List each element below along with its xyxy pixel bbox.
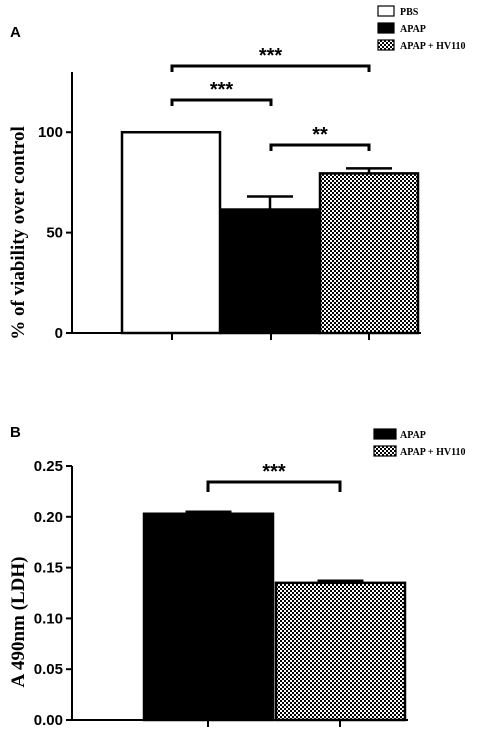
legend-label-a-2: APAP [400, 24, 426, 35]
panel-letter-a: A [10, 24, 21, 41]
y-axis-label-b: A 490nm (LDH) [8, 557, 29, 688]
significance-label-a-2: *** [210, 79, 234, 101]
bar-a-2 [219, 208, 321, 335]
legend-swatch-a-3 [377, 39, 395, 51]
y-tick-label-b: 0.20 [34, 509, 63, 526]
y-axis-label-a: % of viability over control [8, 126, 29, 340]
panel-letter-b: B [10, 424, 21, 441]
significance-bracket-b-1 [206, 480, 342, 492]
bar-b-1 [142, 512, 275, 722]
y-tick-label-b: 0.25 [34, 458, 63, 475]
y-tick-label-b: 0.05 [34, 661, 63, 678]
y-tick-label-a: 50 [46, 225, 63, 242]
significance-bracket-a-3 [269, 143, 371, 151]
legend-swatch-b-2 [373, 445, 397, 457]
significance-bracket-a-1 [170, 64, 371, 72]
legend-swatch-a-2 [377, 22, 395, 34]
y-tick-label-b: 0.00 [34, 712, 63, 729]
y-tick-label-a: 0 [55, 325, 63, 342]
chart-panel-b: B A 490nm (LDH) 0.00 0.05 0.10 0.15 0.20 0.25… [8, 424, 466, 729]
significance-label-a-1: *** [259, 45, 283, 67]
legend-label-a-1: PBS [400, 7, 419, 18]
significance-bracket-a-2 [170, 98, 273, 106]
significance-label-a-3: ** [312, 124, 328, 146]
legend-swatch-b-1 [373, 428, 397, 440]
legend-label-a-3: APAP + HV110 [400, 41, 466, 52]
legend-swatch-a-1 [377, 5, 395, 17]
y-tick-label-a: 100 [38, 124, 63, 141]
y-tick-label-b: 0.10 [34, 610, 63, 627]
significance-label-b-1: *** [262, 461, 286, 483]
bar-b-2 [274, 581, 407, 722]
bar-a-1 [120, 130, 222, 335]
bar-a-3 [318, 172, 420, 335]
y-tick-label-b: 0.15 [34, 560, 63, 577]
legend-label-b-1: APAP [400, 430, 426, 441]
legend-label-b-2: APAP + HV110 [400, 447, 466, 458]
